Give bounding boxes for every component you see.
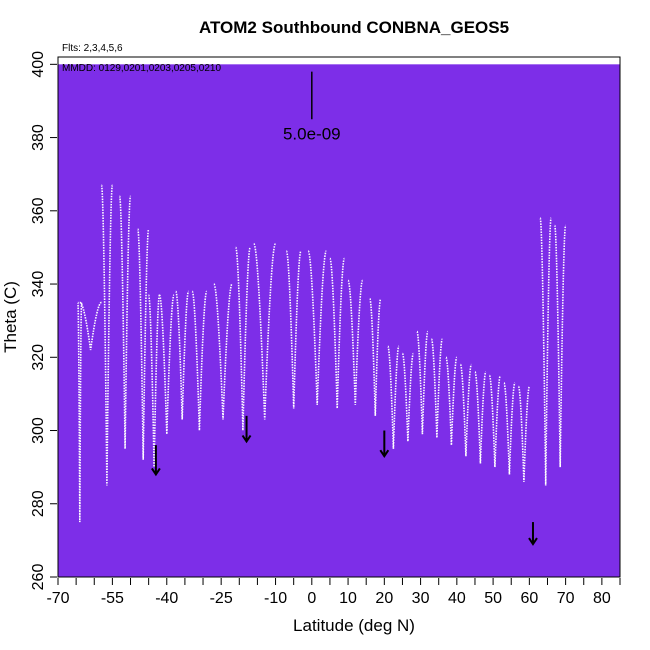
profile-22	[445, 356, 458, 446]
x-tick-label: 70	[557, 590, 575, 607]
bottom-arrow-2	[241, 415, 252, 444]
x-tick-label: 20	[375, 590, 393, 607]
chart-title: ATOM2 Southbound CONBNA_GEOS5	[199, 18, 509, 37]
flights-note: Flts: 2,3,4,5,6	[62, 43, 123, 54]
scale-bar-label: 5.0e-09	[283, 124, 341, 143]
bottom-arrow-1	[151, 445, 161, 477]
profile-10	[213, 283, 233, 420]
x-tick-label: -25	[210, 590, 233, 607]
y-tick-label: 260	[30, 564, 47, 591]
profile-4	[118, 195, 132, 449]
profile-29	[553, 224, 567, 468]
profile-24	[474, 371, 487, 464]
profile-3	[100, 184, 114, 486]
bottom-arrow-4	[528, 522, 538, 546]
x-tick-label: 0	[307, 590, 316, 607]
y-axis-label: Theta (C)	[1, 281, 20, 353]
y-tick-label: 300	[30, 417, 47, 444]
profile-28	[539, 217, 552, 486]
x-tick-label: 30	[412, 590, 430, 607]
profile-17	[369, 297, 382, 416]
profile-2	[79, 301, 102, 351]
x-axis-label: Latitude (deg N)	[293, 616, 415, 635]
y-tick-label: 380	[30, 124, 47, 151]
arrow-head	[151, 467, 161, 477]
profile-19	[401, 352, 415, 442]
profile-14	[307, 250, 328, 405]
profile-11	[234, 246, 251, 431]
profile-16	[347, 279, 364, 405]
x-tick-label: 60	[520, 590, 538, 607]
profile-6	[147, 294, 161, 468]
profile-18	[387, 345, 400, 449]
profile-23	[459, 363, 473, 457]
y-tick-label: 340	[30, 271, 47, 298]
x-tick-label: 50	[484, 590, 502, 607]
profile-7	[158, 294, 175, 435]
profile-20	[416, 330, 429, 435]
arrow-head	[241, 434, 252, 444]
profile-1	[77, 301, 83, 523]
profile-9	[191, 290, 208, 431]
dates-note: MMDD: 0129,0201,0203,0205,0210	[62, 63, 221, 74]
profile-12	[253, 243, 277, 420]
profile-8	[175, 290, 190, 420]
x-tick-label: 80	[593, 590, 611, 607]
arrow-head	[528, 537, 538, 546]
y-tick-label: 320	[30, 344, 47, 371]
x-tick-label: 40	[448, 590, 466, 607]
profile-5	[137, 228, 150, 460]
profile-15	[329, 257, 346, 409]
profile-26	[503, 382, 516, 475]
profile-27	[517, 385, 531, 482]
plot-frame	[57, 56, 621, 578]
y-tick-label: 280	[30, 490, 47, 517]
bottom-arrow-3	[379, 430, 390, 458]
x-tick-label: -70	[46, 590, 69, 607]
flight-profiles	[77, 184, 567, 523]
arrow-head	[379, 449, 390, 458]
x-tick-label: -55	[101, 590, 124, 607]
profile-25	[488, 374, 502, 468]
profile-13	[285, 250, 302, 409]
x-tick-label: -40	[155, 590, 178, 607]
field-base	[58, 64, 620, 577]
y-tick-label: 400	[30, 51, 47, 78]
x-tick-label: 10	[339, 590, 357, 607]
x-tick-label: -10	[264, 590, 287, 607]
y-tick-label: 360	[30, 197, 47, 224]
